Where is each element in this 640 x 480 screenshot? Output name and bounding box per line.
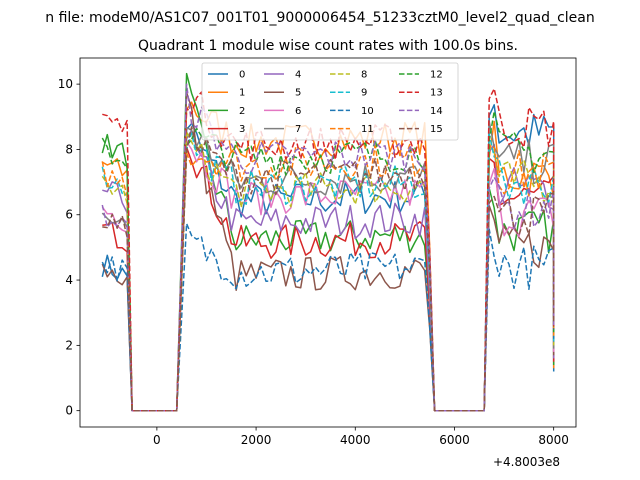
y-tick-label: 4 (65, 273, 73, 287)
x-tick-label: 2000 (241, 433, 272, 447)
legend-label-15: 15 (430, 124, 443, 135)
x-tick-label: 0 (153, 433, 161, 447)
series-line-15 (102, 126, 555, 412)
legend-label-0: 0 (239, 70, 245, 81)
legend-label-9: 9 (361, 88, 367, 99)
y-tick-label: 2 (65, 338, 73, 352)
y-tick-label: 0 (65, 404, 73, 418)
y-tick-label: 8 (65, 142, 73, 156)
legend-label-1: 1 (239, 88, 245, 99)
axes-frame (79, 57, 577, 428)
x-offset-label: +4.8003e8 (493, 455, 560, 469)
legend-label-10: 10 (361, 106, 374, 117)
x-tick-label: 6000 (439, 433, 470, 447)
legend-label-12: 12 (430, 70, 443, 81)
legend-label-8: 8 (361, 70, 367, 81)
legend-label-13: 13 (430, 88, 443, 99)
legend-label-4: 4 (295, 70, 301, 81)
legend-label-7: 7 (295, 124, 301, 135)
series-line-11 (101, 143, 555, 412)
chart-title: Quadrant 1 module wise count rates with … (138, 38, 518, 54)
legend-label-14: 14 (430, 106, 443, 117)
legend-label-5: 5 (295, 88, 301, 99)
x-tick-label: 8000 (538, 433, 569, 447)
plot-area: 0 2000 4000 6000 800002468100123456789101112… (58, 57, 577, 447)
x-tick-label: 4000 (340, 433, 371, 447)
series-lines (101, 72, 555, 412)
figure-suptitle: n file: modeM0/AS1C07_001T01_9000006454_… (45, 10, 594, 26)
legend-box (201, 62, 459, 141)
legend-label-3: 3 (239, 124, 245, 135)
legend-label-11: 11 (361, 124, 374, 135)
y-tick-label: 10 (58, 77, 73, 91)
legend-label-2: 2 (239, 106, 245, 117)
legend-label-6: 6 (295, 106, 301, 117)
y-tick-label: 6 (65, 208, 73, 222)
